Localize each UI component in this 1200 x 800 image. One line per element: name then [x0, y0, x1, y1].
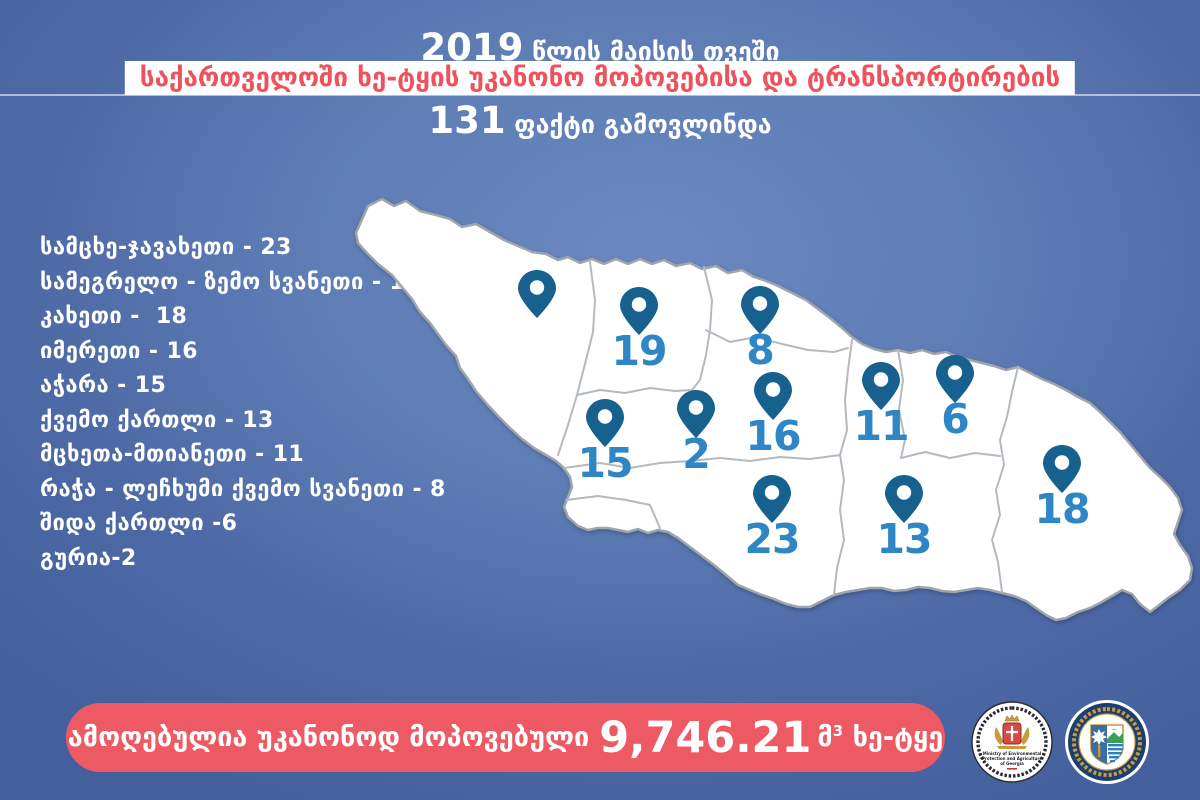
footer-unit-sup: 3 [832, 722, 844, 740]
facts-count: 131 [428, 99, 506, 142]
legend-item: ქვემო ქართლი - 13 [40, 404, 446, 439]
legend-item-label: რაჭა - ლეჩხუმი ქვემო სვანეთი - 8 [40, 476, 446, 502]
legend-item-label: სამცხე-ჯავახეთი - 23 [40, 235, 292, 260]
forestry-agency-logo [1064, 699, 1150, 785]
footer-text-before: ამოღებულია უკანონოდ მოპოვებული [67, 722, 590, 753]
legend-item: გურია-2 [40, 542, 446, 577]
title-line3: 131 ფაქტი გამოვლინდა [0, 99, 1200, 142]
svg-text:Protection and Agriculture: Protection and Agriculture [982, 756, 1042, 761]
header-divider-line [0, 94, 1200, 96]
footer-summary-pill: ამოღებულია უკანონოდ მოპოვებული 9,746.21 მ3… [66, 703, 945, 772]
legend-item: კახეთი - 18 [40, 300, 446, 335]
footer-unit-m: მ [817, 722, 833, 753]
legend-item-label: იმერეთი - 16 [40, 338, 198, 364]
footer-amount: 9,746.21 [599, 712, 812, 763]
region-legend: სამცხე-ჯავახეთი - 23 სამეგრელო - ზემო სვ… [40, 231, 446, 576]
footer-unit-suffix: ხე-ტყე [843, 722, 944, 753]
red-banner-title: საქართველოში ხე-ტყის უკანონო მოპოვებისა … [124, 61, 1076, 95]
legend-item-label: აჭარა - 15 [40, 373, 167, 398]
legend-item-label: გურია-2 [40, 545, 137, 571]
legend-item-label: შიდა ქართლი -6 [40, 511, 238, 536]
legend-item: სამცხე-ჯავახეთი - 23 [40, 231, 446, 266]
footer-unit: მ3 ხე-ტყე [817, 722, 943, 753]
svg-text:Ministry of Environmental: Ministry of Environmental [983, 751, 1042, 756]
region-borders [557, 261, 1019, 596]
legend-item-label: მცხეთა-მთიანეთი - 11 [40, 442, 305, 467]
country-outline [354, 197, 1194, 622]
legend-item: იმერეთი - 16 [40, 335, 446, 370]
legend-item: აჭარა - 15 [40, 369, 446, 404]
legend-item: შიდა ქართლი -6 [40, 507, 446, 542]
title-line3-text: ფაქტი გამოვლინდა [505, 110, 772, 139]
svg-text:of Georgia: of Georgia [1000, 761, 1024, 766]
legend-item-label: ქვემო ქართლი - 13 [40, 407, 274, 433]
legend-item: მცხეთა-მთიანეთი - 11 [40, 438, 446, 473]
legend-item-label: კახეთი - 18 [40, 304, 188, 329]
forestry-agency-logo-icon [1065, 700, 1149, 784]
ministry-logo: Ministry of Environmental Protection and… [971, 701, 1053, 783]
legend-item: რაჭა - ლეჩხუმი ქვემო სვანეთი - 8 [40, 473, 446, 508]
ministry-logo-icon: Ministry of Environmental Protection and… [971, 701, 1053, 783]
